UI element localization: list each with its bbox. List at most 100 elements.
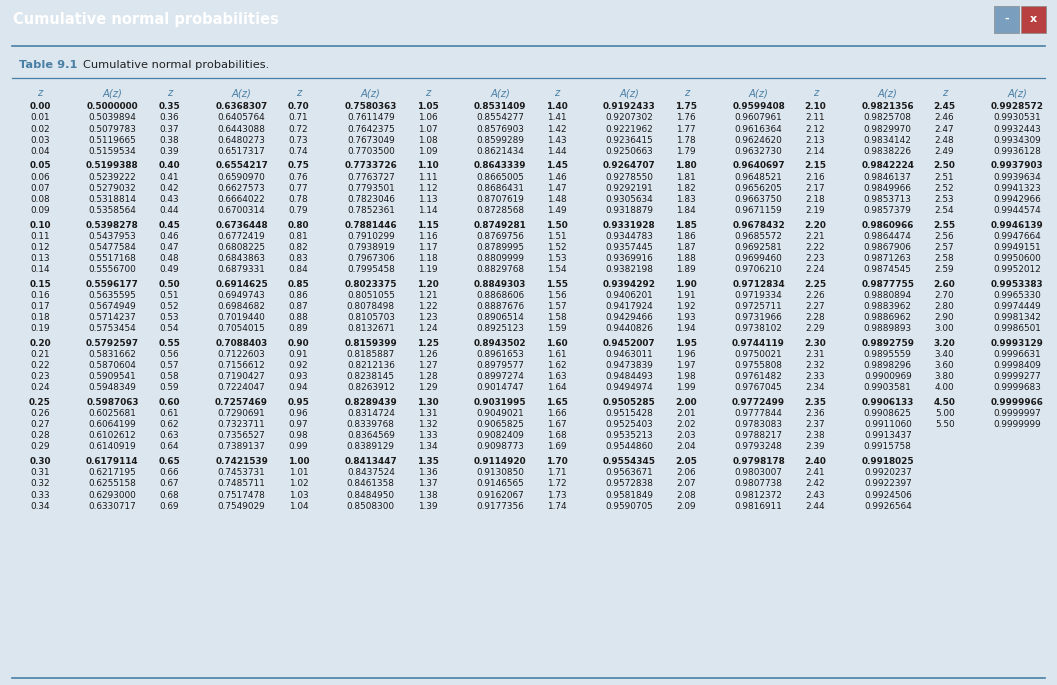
Text: 1.47: 1.47 [548,184,567,192]
Text: 0.84: 0.84 [289,265,309,274]
Text: 0.83: 0.83 [289,254,309,263]
Text: 1.13: 1.13 [418,195,438,203]
Text: 0.6255158: 0.6255158 [89,479,136,488]
Text: 0.8105703: 0.8105703 [347,313,394,322]
Text: 0.11: 0.11 [31,232,50,240]
Text: 0.9941323: 0.9941323 [994,184,1041,192]
Text: 0.8906514: 0.8906514 [476,313,524,322]
Text: 0.9278550: 0.9278550 [606,173,653,182]
Text: 0.9999997: 0.9999997 [994,409,1041,418]
Text: 0.04: 0.04 [31,147,50,155]
Text: 1.98: 1.98 [676,372,697,381]
Text: 0.8023375: 0.8023375 [345,279,397,289]
Text: 0.9922397: 0.9922397 [864,479,911,488]
Text: 1.45: 1.45 [545,162,568,171]
Text: 0.9911060: 0.9911060 [864,421,911,429]
Text: 0.9525403: 0.9525403 [606,421,653,429]
Text: 0.9889893: 0.9889893 [864,324,912,333]
Text: 0.9974449: 0.9974449 [994,302,1041,311]
Text: 0.9920237: 0.9920237 [864,469,911,477]
Text: 2.36: 2.36 [805,409,826,418]
Text: 0.9692581: 0.9692581 [735,242,782,252]
Text: 2.41: 2.41 [805,469,826,477]
Text: 2.12: 2.12 [805,125,826,134]
Text: 1.57: 1.57 [548,302,567,311]
Text: 0.7673049: 0.7673049 [347,136,394,145]
Text: 0.42: 0.42 [160,184,179,192]
Text: 0.73: 0.73 [289,136,309,145]
Text: z: z [554,88,559,99]
Text: 0.9065825: 0.9065825 [476,421,524,429]
Text: 0.8943502: 0.8943502 [474,339,526,348]
Text: 0.87: 0.87 [289,302,309,311]
Text: 0.41: 0.41 [160,173,179,182]
Text: 0.7881446: 0.7881446 [345,221,397,229]
Text: 0.7703500: 0.7703500 [347,147,394,155]
Text: 0.9250663: 0.9250663 [606,147,653,155]
Text: 0.6914625: 0.6914625 [216,279,268,289]
Text: 0.5517168: 0.5517168 [89,254,136,263]
Text: 1.04: 1.04 [289,501,309,510]
Text: 0.9177356: 0.9177356 [477,501,524,510]
Text: 2.26: 2.26 [805,291,826,300]
Text: 2.22: 2.22 [805,242,826,252]
Text: 0.96: 0.96 [289,409,309,418]
Text: 0.7257469: 0.7257469 [216,398,268,407]
Text: 0.9406201: 0.9406201 [606,291,653,300]
Text: 0.89: 0.89 [289,324,309,333]
Text: 0.9772499: 0.9772499 [731,398,785,407]
Text: 0.9812372: 0.9812372 [735,490,782,499]
Text: 0.9671159: 0.9671159 [735,206,782,215]
Text: 0.8554277: 0.8554277 [476,114,524,123]
Text: 0.8576903: 0.8576903 [476,125,524,134]
Text: 0.9146565: 0.9146565 [477,479,524,488]
Text: 1.62: 1.62 [548,361,567,370]
Text: 0.8461358: 0.8461358 [347,479,395,488]
Text: 0.20: 0.20 [30,339,51,348]
Text: 1.74: 1.74 [548,501,567,510]
Text: 1.23: 1.23 [418,313,438,322]
Text: 0.7323711: 0.7323711 [218,421,265,429]
Text: 0.9939634: 0.9939634 [994,173,1041,182]
Text: 1.49: 1.49 [548,206,567,215]
Text: 0.29: 0.29 [31,443,50,451]
Text: 2.32: 2.32 [805,361,826,370]
Text: 0.5159534: 0.5159534 [89,147,136,155]
Text: 1.94: 1.94 [676,324,696,333]
Text: 0.5909541: 0.5909541 [89,372,136,381]
Text: 0.6443088: 0.6443088 [218,125,265,134]
Text: 1.89: 1.89 [676,265,697,274]
Text: 0.82: 0.82 [289,242,309,252]
Text: 1.58: 1.58 [548,313,567,322]
Text: 0.9928572: 0.9928572 [990,102,1043,112]
Text: 0.9932443: 0.9932443 [994,125,1041,134]
Text: 0.7967306: 0.7967306 [347,254,394,263]
Text: 0.56: 0.56 [160,350,179,359]
Text: 0.34: 0.34 [31,501,50,510]
Text: 1.30: 1.30 [416,398,439,407]
Text: 1.60: 1.60 [546,339,568,348]
Text: 2.08: 2.08 [676,490,697,499]
Text: 0.9505285: 0.9505285 [602,398,655,407]
Text: 2.31: 2.31 [805,350,826,359]
Text: 2.29: 2.29 [805,324,826,333]
Text: 2.90: 2.90 [934,313,954,322]
Text: 0.8621434: 0.8621434 [476,147,524,155]
Text: 0.9624620: 0.9624620 [735,136,782,145]
Text: 2.43: 2.43 [805,490,826,499]
Text: 0.8769756: 0.8769756 [476,232,524,240]
Text: 0.9998409: 0.9998409 [994,361,1041,370]
Text: 1.32: 1.32 [418,421,438,429]
Text: Cumulative normal probabilities: Cumulative normal probabilities [13,12,279,27]
Text: 0.6772419: 0.6772419 [218,232,265,240]
Text: 0.02: 0.02 [31,125,50,134]
Text: 0.10: 0.10 [30,221,51,229]
Text: 0.9607961: 0.9607961 [735,114,782,123]
Text: 0.67: 0.67 [160,479,179,488]
Text: 0.9473839: 0.9473839 [606,361,653,370]
Text: 0.8849303: 0.8849303 [474,279,526,289]
Text: 0.9877755: 0.9877755 [861,279,914,289]
Text: 0.9915758: 0.9915758 [864,443,912,451]
Text: 1.09: 1.09 [418,147,438,155]
Text: 0.9900969: 0.9900969 [864,372,911,381]
